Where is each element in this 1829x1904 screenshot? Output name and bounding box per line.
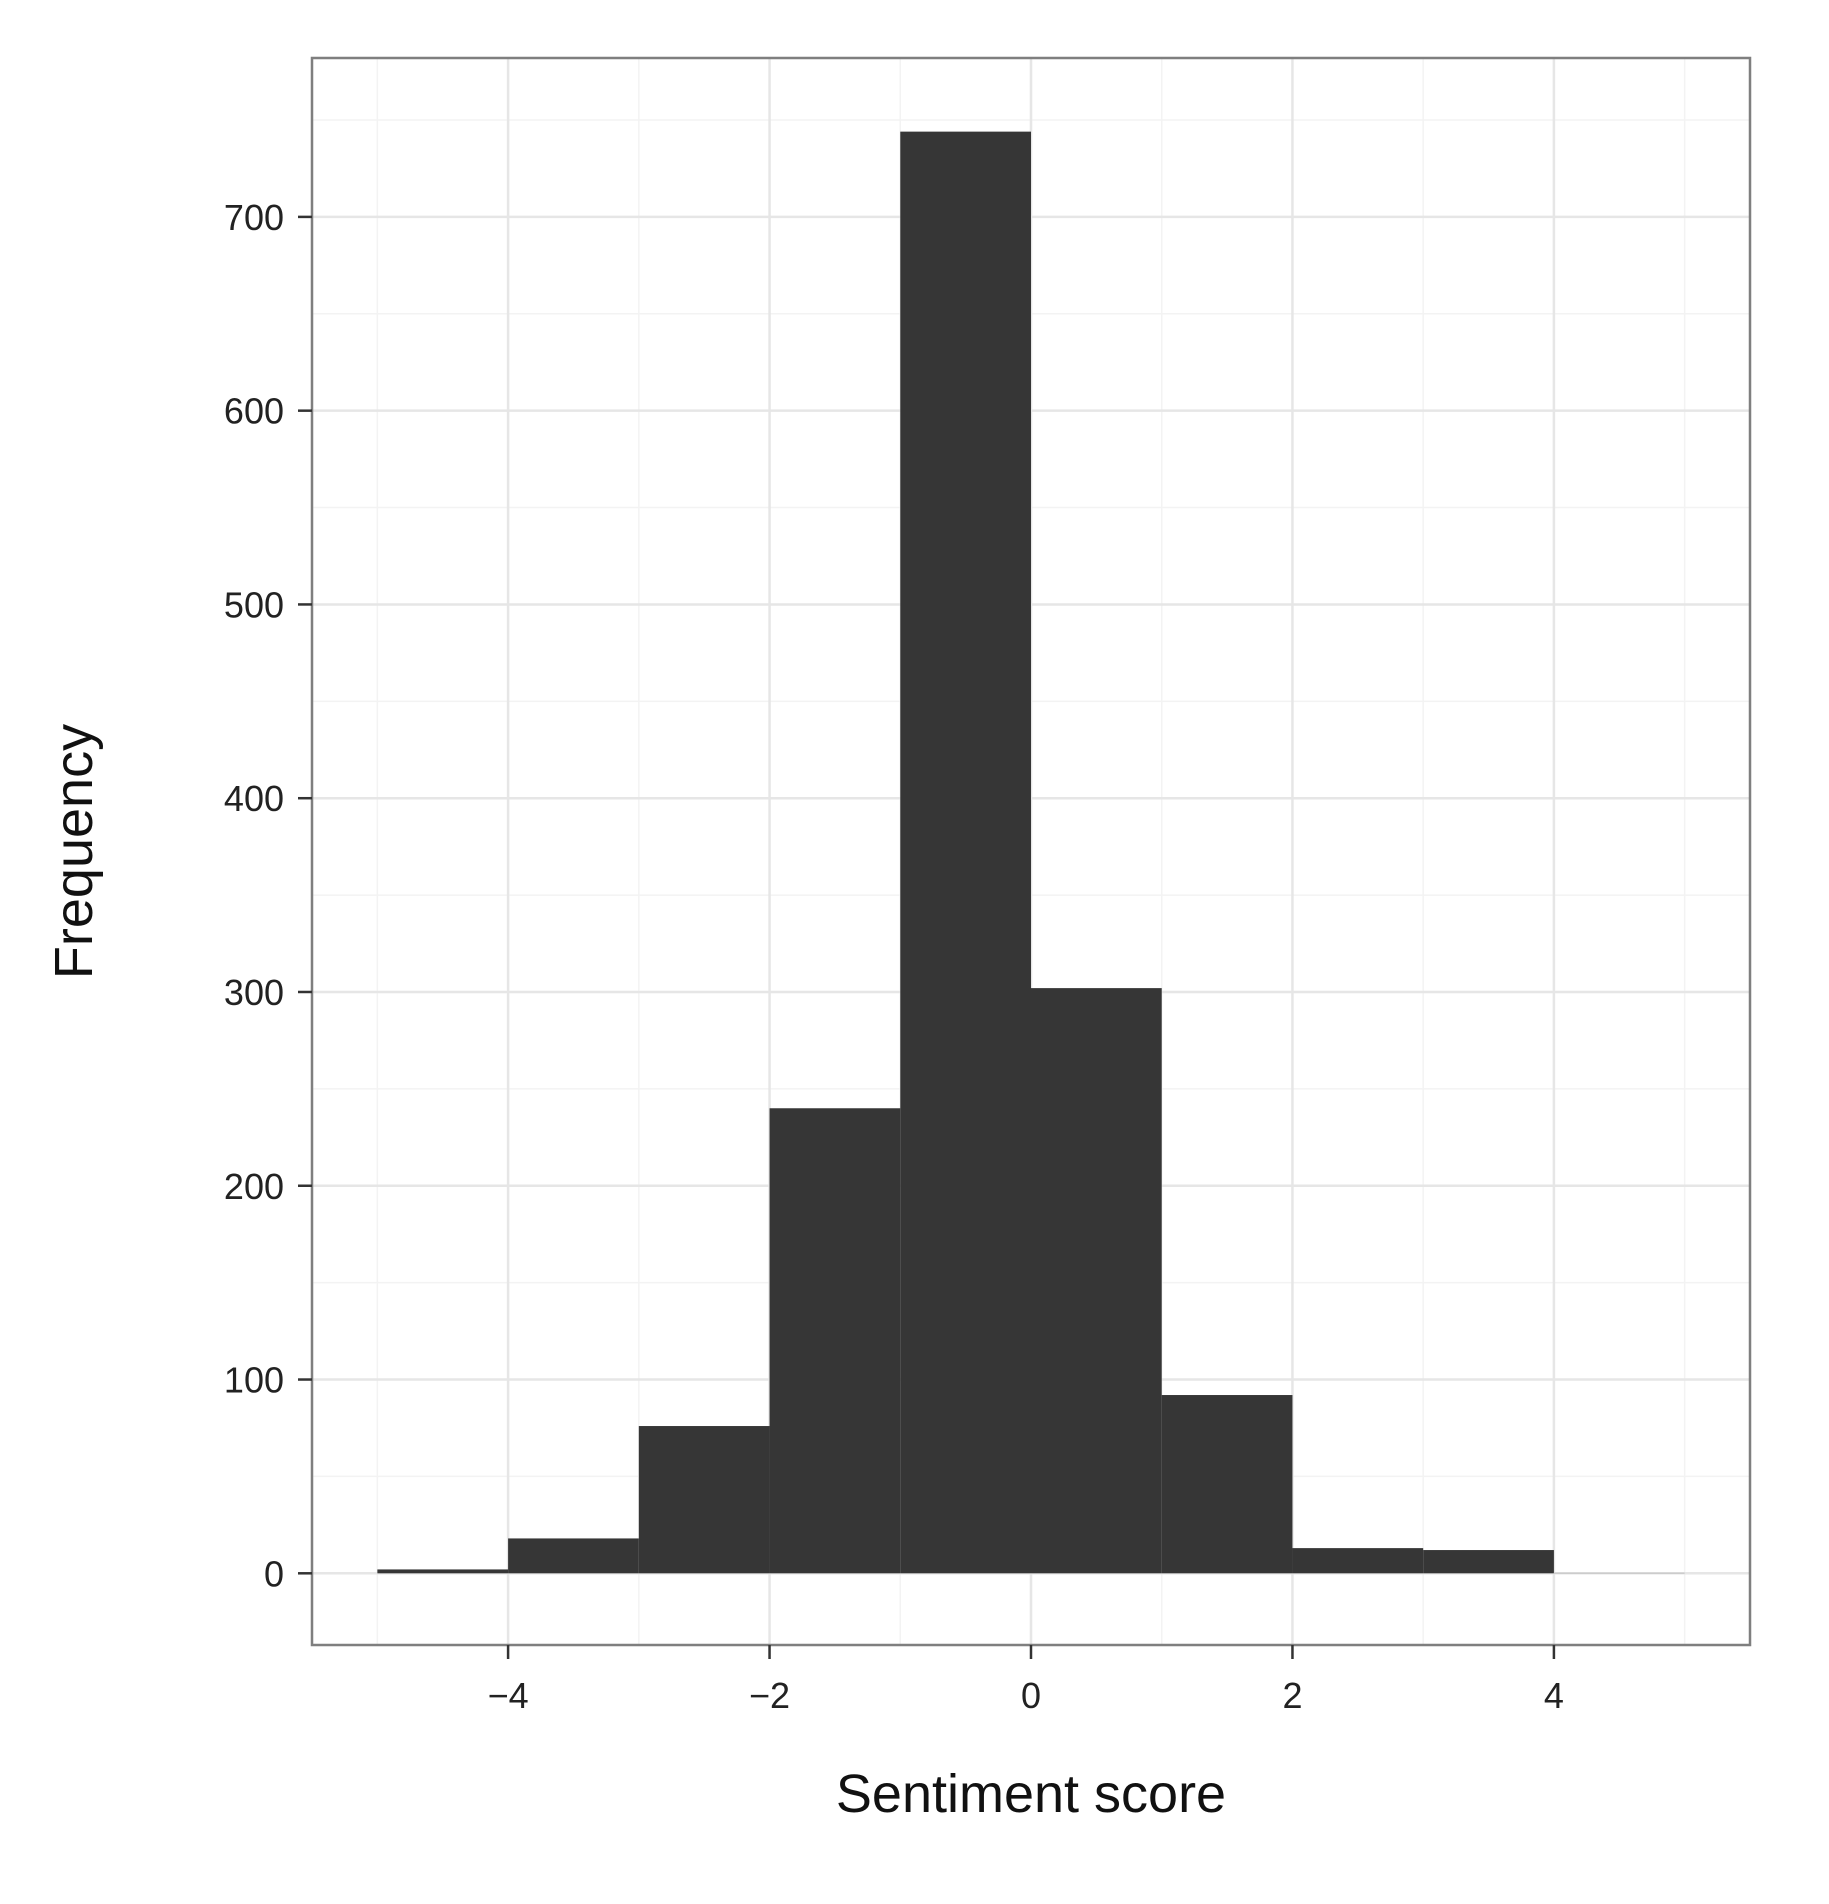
histogram-bar: [508, 1538, 639, 1574]
y-axis-title: Frequency: [44, 724, 104, 979]
y-tick-label: 100: [224, 1360, 284, 1401]
x-tick-label: 2: [1282, 1675, 1302, 1716]
y-tick-label: 200: [224, 1166, 284, 1207]
histogram-bar: [769, 1108, 901, 1574]
x-tick-label: 4: [1544, 1675, 1564, 1716]
x-tick-label: −2: [749, 1675, 790, 1716]
x-tick-label: 0: [1021, 1675, 1041, 1716]
y-tick-label: 600: [224, 391, 284, 432]
histogram-bar: [1292, 1548, 1424, 1574]
y-tick-label: 400: [224, 778, 284, 819]
histogram-bar: [377, 1569, 509, 1574]
y-tick-label: 0: [264, 1553, 284, 1594]
histogram-bar: [1031, 988, 1162, 1574]
y-tick-label: 500: [224, 584, 284, 625]
histogram-bar: [1161, 1395, 1293, 1574]
histogram-bar: [638, 1426, 770, 1574]
y-axis: 0 100 200 300 400 500 600 700: [224, 197, 312, 1594]
histogram-bar: [1423, 1550, 1554, 1574]
histogram-bar: [900, 131, 1031, 1574]
y-tick-label: 700: [224, 197, 284, 238]
x-axis-title: Sentiment score: [836, 1764, 1226, 1824]
histogram-bars: [377, 131, 1685, 1575]
x-tick-label: −4: [488, 1675, 529, 1716]
x-axis: −4 −2 0 2 4: [488, 1645, 1564, 1716]
y-tick-label: 300: [224, 972, 284, 1013]
